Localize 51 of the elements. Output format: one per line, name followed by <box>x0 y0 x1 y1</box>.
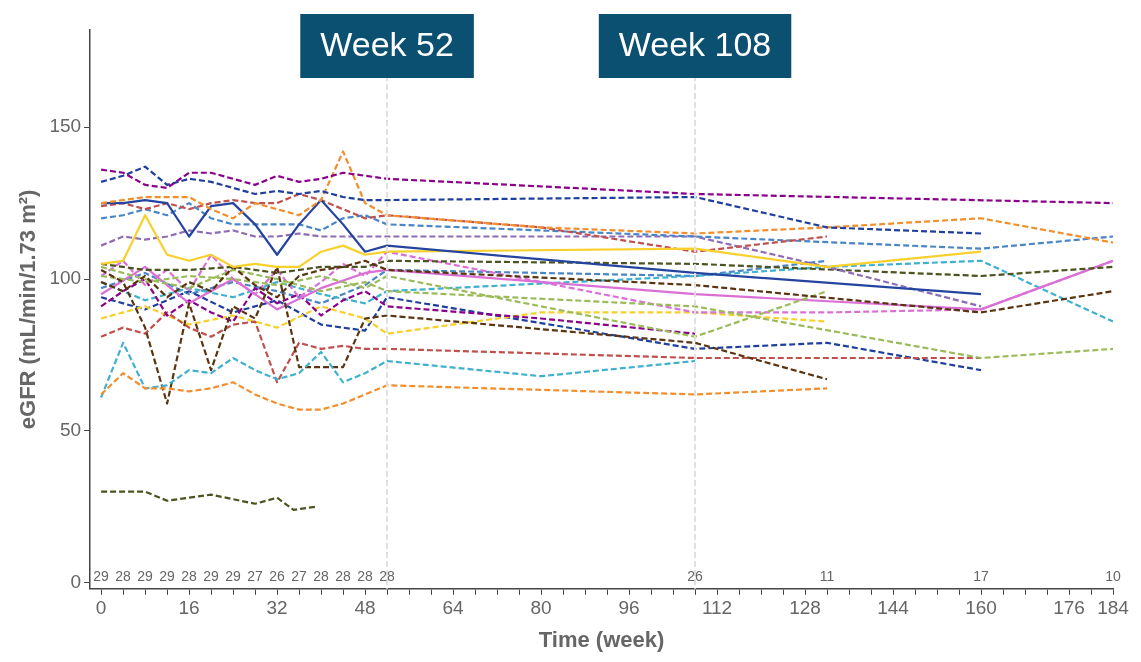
line-series <box>100 490 317 511</box>
line-series <box>100 202 1113 250</box>
line-series <box>100 150 1113 244</box>
line-series <box>100 165 983 235</box>
annotation: 26 <box>687 567 704 584</box>
annotation: 28 <box>313 567 330 584</box>
y-tick-label: 150 <box>49 115 82 137</box>
y-tick-label: 0 <box>70 570 82 592</box>
line-series <box>100 192 829 253</box>
line-series <box>100 341 697 399</box>
ref-line-label: Week 108 <box>618 25 772 64</box>
ref-line-label: Week 52 <box>320 25 454 64</box>
x-tick-label: 160 <box>965 597 997 619</box>
x-tick-label: 184 <box>1097 597 1130 619</box>
x-axis-title: Time (week) <box>538 626 665 652</box>
annotation: 29 <box>203 567 220 584</box>
annotation: 28 <box>115 567 132 584</box>
x-tick-label: 48 <box>354 597 376 619</box>
x-tick-label: 96 <box>618 597 640 619</box>
annotation: 28 <box>379 567 396 584</box>
annotation: 17 <box>973 567 990 584</box>
annotation: 29 <box>225 567 242 584</box>
annotation: 28 <box>357 567 374 584</box>
annotation: 27 <box>247 567 264 584</box>
line-series <box>100 372 829 411</box>
annotation: 26 <box>269 567 286 584</box>
line-series <box>100 265 1113 360</box>
x-tick-label: 32 <box>266 597 288 619</box>
x-tick-label: 16 <box>178 597 200 619</box>
line-series <box>100 168 1113 205</box>
annotation: 29 <box>93 567 110 584</box>
y-tick-label: 100 <box>49 267 82 289</box>
annotation: 28 <box>335 567 352 584</box>
x-tick-label: 64 <box>442 597 465 619</box>
x-tick-label: 128 <box>789 597 821 619</box>
x-tick-label: 80 <box>530 597 552 619</box>
line-series <box>100 277 697 335</box>
line-series <box>100 229 983 308</box>
annotation: 11 <box>819 567 835 584</box>
line-series <box>100 290 983 372</box>
y-axis-title: eGFR (mL/min/1.73 m²) <box>15 189 41 430</box>
annotation: 29 <box>137 567 154 584</box>
annotation: 27 <box>291 567 308 584</box>
annotation: 10 <box>1105 567 1121 584</box>
annotation: 28 <box>181 567 198 584</box>
x-tick-label: 176 <box>1053 597 1085 619</box>
x-tick-label: 0 <box>95 597 107 619</box>
y-tick-label: 50 <box>59 419 82 441</box>
x-tick-label: 112 <box>701 597 733 619</box>
x-tick-label: 144 <box>877 597 910 619</box>
annotation: 29 <box>159 567 176 584</box>
